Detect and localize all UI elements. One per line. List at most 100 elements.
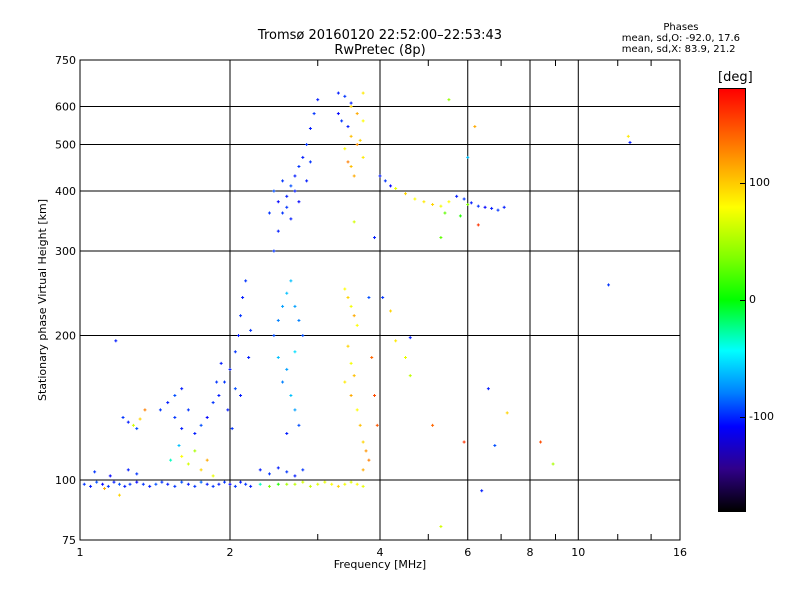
data-point bbox=[293, 474, 297, 478]
data-point bbox=[230, 427, 234, 431]
data-point bbox=[112, 480, 116, 484]
y-tick-label: 500 bbox=[55, 139, 76, 152]
stats-title: Phases bbox=[663, 22, 699, 33]
data-point bbox=[267, 211, 271, 215]
x-tick-label: 4 bbox=[377, 546, 384, 559]
data-point bbox=[473, 125, 477, 129]
colorbar-tick-label: 100 bbox=[749, 175, 770, 189]
data-point bbox=[228, 367, 232, 371]
data-point bbox=[226, 408, 230, 412]
data-point bbox=[439, 525, 443, 529]
data-point bbox=[126, 420, 130, 424]
data-point bbox=[361, 484, 365, 488]
data-point bbox=[361, 155, 365, 159]
data-point bbox=[355, 143, 359, 147]
data-point bbox=[233, 350, 237, 354]
data-point bbox=[219, 361, 223, 365]
data-point bbox=[476, 223, 480, 227]
data-point bbox=[247, 355, 251, 359]
data-point bbox=[462, 440, 466, 444]
data-point bbox=[349, 164, 353, 168]
data-point bbox=[158, 408, 162, 412]
data-point bbox=[358, 423, 362, 427]
data-point bbox=[276, 200, 280, 204]
data-point bbox=[352, 174, 356, 178]
data-point bbox=[217, 482, 221, 486]
data-point bbox=[458, 214, 462, 218]
data-point bbox=[316, 482, 320, 486]
data-point bbox=[272, 189, 276, 193]
data-point bbox=[169, 458, 173, 462]
data-point bbox=[106, 484, 110, 488]
colorbar-tick-mark bbox=[740, 300, 745, 301]
data-point bbox=[281, 179, 285, 183]
colorbar-tick-mark bbox=[740, 182, 745, 184]
data-point bbox=[408, 336, 412, 340]
data-point bbox=[343, 287, 347, 291]
data-point bbox=[466, 202, 470, 206]
data-point bbox=[101, 482, 105, 486]
data-point bbox=[355, 112, 359, 116]
data-point bbox=[236, 334, 240, 338]
chart-subtitle: RwPretec (8p) bbox=[334, 43, 426, 58]
data-point bbox=[233, 484, 237, 488]
data-point bbox=[199, 468, 203, 472]
data-point bbox=[349, 304, 353, 308]
colorbar-label: [deg] bbox=[718, 70, 753, 85]
data-point bbox=[108, 474, 112, 478]
data-point bbox=[381, 296, 385, 300]
data-point bbox=[293, 189, 297, 193]
data-point bbox=[330, 482, 334, 486]
stats-line-x: mean, sd,X: 83.9, 21.2 bbox=[621, 44, 736, 55]
data-point bbox=[308, 126, 312, 130]
data-point bbox=[480, 489, 484, 493]
data-point bbox=[373, 394, 377, 398]
data-point bbox=[352, 220, 356, 224]
data-point bbox=[193, 432, 197, 436]
data-point bbox=[82, 482, 86, 486]
chart-title: Tromsø 20160120 22:52:00–22:53:43 bbox=[257, 28, 503, 43]
data-point bbox=[228, 482, 232, 486]
data-point bbox=[215, 380, 219, 384]
y-tick-label: 400 bbox=[55, 185, 76, 198]
data-point bbox=[143, 408, 147, 412]
stats-legend: Phases mean, sd,O: -92.0, 17.6 mean, sd,… bbox=[622, 22, 740, 55]
data-point bbox=[180, 387, 184, 391]
data-point bbox=[180, 480, 184, 484]
data-point bbox=[293, 174, 297, 178]
data-point bbox=[312, 112, 316, 116]
data-point bbox=[117, 493, 121, 497]
data-point bbox=[439, 204, 443, 208]
data-point bbox=[199, 423, 203, 427]
stats-line-o: mean, sd,O: -92.0, 17.6 bbox=[621, 33, 740, 44]
data-point bbox=[285, 291, 289, 295]
x-tick-label: 8 bbox=[527, 546, 534, 559]
data-point bbox=[249, 328, 253, 332]
data-point bbox=[443, 211, 447, 215]
data-point bbox=[193, 449, 197, 453]
data-point bbox=[276, 466, 280, 470]
data-point bbox=[223, 380, 227, 384]
data-point bbox=[258, 468, 262, 472]
data-point bbox=[394, 339, 398, 343]
data-point bbox=[355, 482, 359, 486]
data-point bbox=[301, 480, 305, 484]
data-point bbox=[138, 417, 142, 421]
data-point bbox=[343, 147, 347, 151]
data-point bbox=[355, 323, 359, 327]
colorbar bbox=[718, 88, 746, 512]
x-tick-label: 16 bbox=[673, 546, 687, 559]
data-point bbox=[211, 401, 215, 405]
data-point bbox=[469, 201, 473, 205]
data-point bbox=[239, 480, 243, 484]
data-point bbox=[349, 394, 353, 398]
data-point bbox=[490, 206, 494, 210]
y-tick-label: 750 bbox=[55, 54, 76, 67]
data-point bbox=[336, 484, 340, 488]
data-point bbox=[455, 194, 459, 198]
data-point bbox=[141, 482, 145, 486]
data-point bbox=[297, 164, 301, 168]
data-point bbox=[346, 296, 350, 300]
data-point bbox=[293, 304, 297, 308]
plot-frame bbox=[79, 59, 681, 541]
